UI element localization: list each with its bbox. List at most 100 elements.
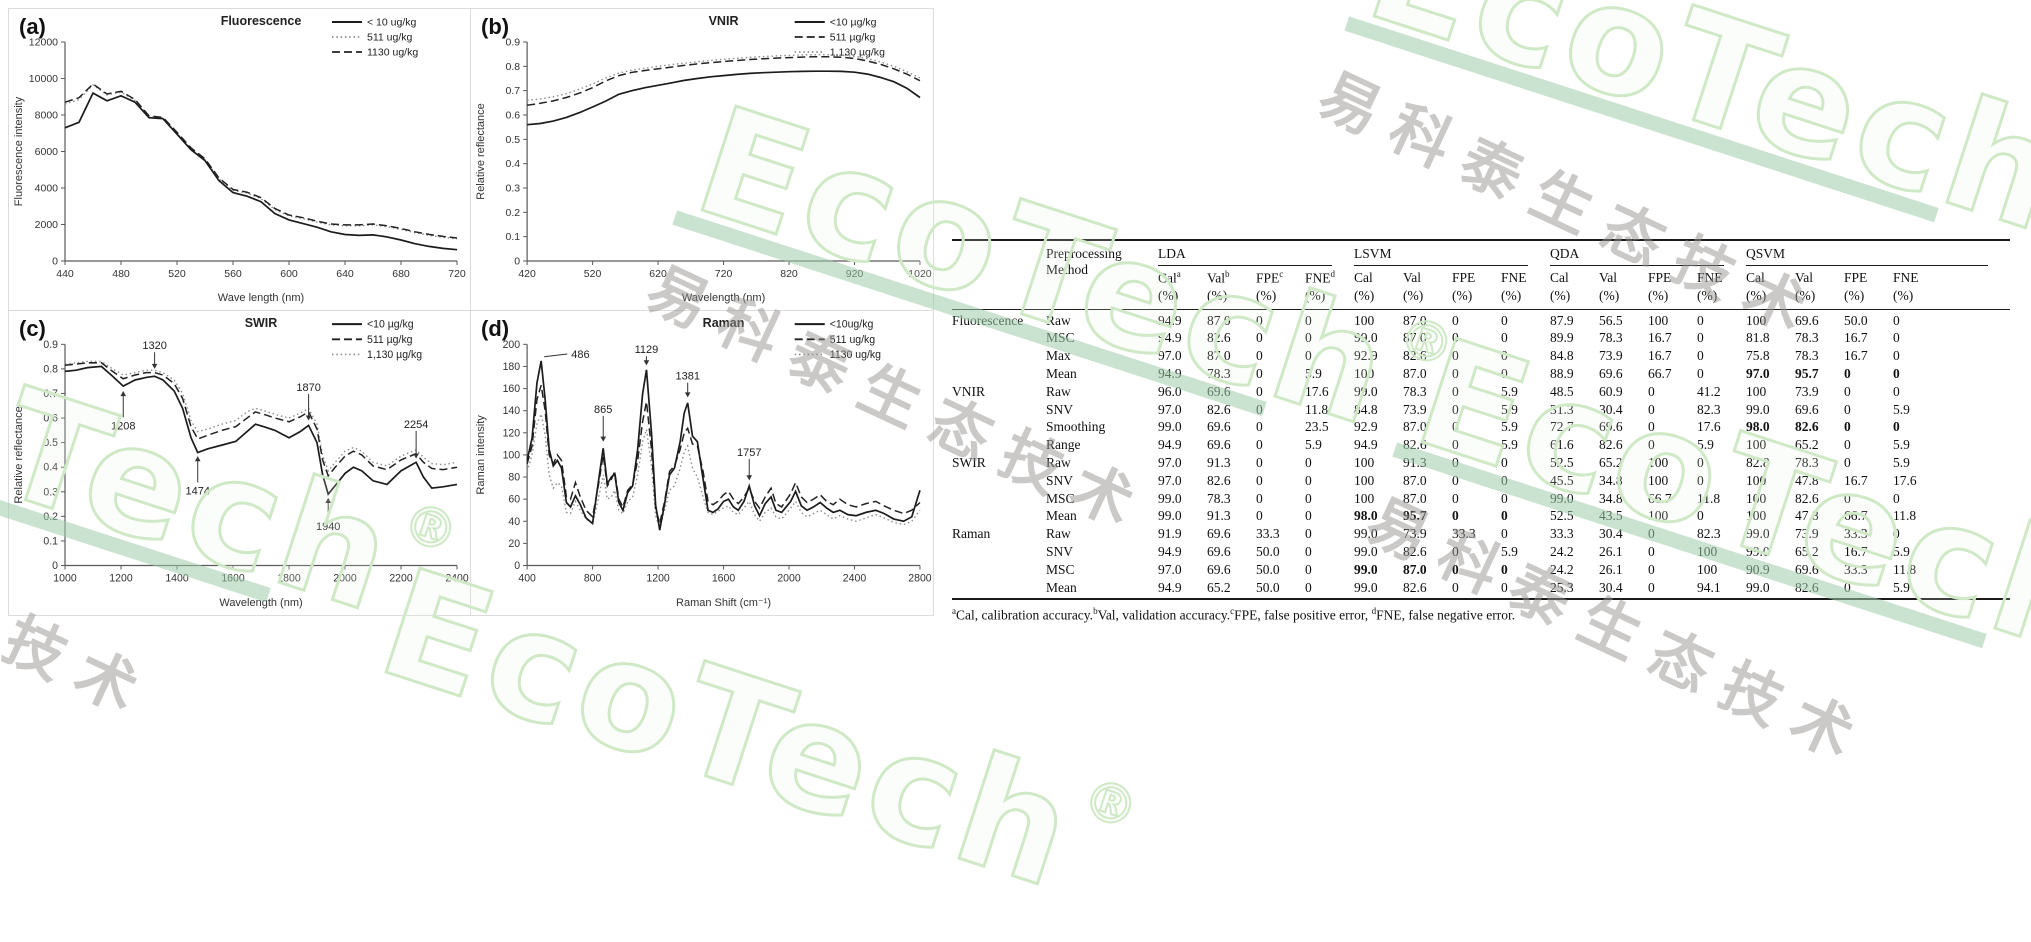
result-value: 99.0	[1158, 508, 1182, 524]
result-value: 91.3	[1207, 508, 1231, 524]
preprocessing-method-header: Preprocessing Method	[1046, 240, 1158, 310]
result-value: 5.9	[1501, 383, 1518, 399]
preprocessing-method: Raw	[1046, 312, 1071, 328]
x-tick-label: 1600	[712, 573, 736, 585]
annotation-arrowhead	[305, 415, 312, 421]
result-value: 5.9	[1893, 437, 1910, 453]
result-value: 43.5	[1599, 508, 1623, 524]
series-dotted	[64, 360, 458, 473]
table-row: Mean 94.9 65.2 50.0 0 99.0 82.6 0 0 25.3 30.4 0 94.1…	[952, 578, 2011, 601]
result-value: 0	[1844, 454, 1851, 470]
spectrum-label	[952, 365, 1046, 383]
result-value: 60.9	[1599, 383, 1623, 399]
result-value: 100	[1746, 472, 1767, 488]
result-value: 0	[1893, 330, 1900, 346]
result-value: 0	[1452, 348, 1459, 364]
result-value: 99.0	[1158, 419, 1182, 435]
result-value: 0	[1648, 561, 1655, 577]
result-value: 0	[1305, 490, 1312, 506]
column-header-qda-cal: Cal (%)	[1550, 266, 1600, 310]
result-value: 88.9	[1550, 365, 1574, 381]
result-value: 94.9	[1158, 312, 1182, 328]
annotation-line	[544, 353, 568, 358]
result-value: 50.0	[1256, 578, 1305, 601]
result-value: 81.8	[1746, 330, 1770, 346]
result-value: 100	[1746, 490, 1767, 506]
spectrum-label	[952, 472, 1046, 490]
spectrum-label: VNIR	[952, 383, 985, 399]
spectra-figure: (a) Fluorescence 0 2000 4000 6000 8000 10000 12…	[8, 8, 936, 616]
spectrum-label	[952, 507, 1046, 525]
column-header-lda-fne: FNEd (%)	[1305, 266, 1354, 310]
y-tick-label: 0.1	[505, 231, 520, 243]
legend-label: <10 µg/kg	[830, 17, 877, 29]
result-value: 100	[1354, 454, 1375, 470]
result-value: 26.1	[1599, 561, 1623, 577]
result-value: 69.6	[1207, 383, 1231, 399]
y-tick-label: 0.7	[505, 85, 520, 97]
result-value: 52.5	[1550, 454, 1574, 470]
result-value: 16.7	[1844, 348, 1868, 364]
result-value: 0	[1697, 330, 1704, 346]
x-tick-label: 2000	[333, 573, 356, 585]
annotation-arrowhead	[600, 436, 607, 442]
series-dashed	[527, 56, 921, 107]
panel-swir: (c) SWIR 0 0.1 0.2 0.3 0.4 0.5 0.6 0.7 0.8 0.9 1000…	[8, 310, 471, 616]
result-value: 11.8	[1893, 561, 1917, 577]
result-value: 0	[1501, 472, 1508, 488]
series-dotted	[526, 411, 921, 531]
result-value: 30.4	[1599, 526, 1623, 542]
column-header-qsvm-val: Val (%)	[1795, 266, 1845, 310]
result-value: 73.9	[1403, 401, 1427, 417]
annotation-label: 1208	[111, 420, 135, 432]
result-value: 0	[1648, 526, 1655, 542]
result-value: 100	[1354, 472, 1375, 488]
chart-title: VNIR	[709, 14, 739, 28]
result-value: 82.6	[1795, 490, 1819, 506]
x-tick-label: 920	[846, 268, 864, 280]
result-value: 0	[1648, 419, 1655, 435]
result-value: 84.8	[1550, 348, 1574, 364]
footnote-superscript: c	[1230, 606, 1235, 617]
preprocessing-method: Mean	[1046, 578, 1158, 601]
table-row: Max 97.0 87.0 0 0 92.9 82.6 0 0 84.8 73.9 16.7 0 75.8…	[952, 347, 2010, 365]
raman-chart: Raman 0 20 40 60 80 100 120 140 160 180 200 400 800 12…	[475, 316, 932, 609]
result-value: 0	[1305, 508, 1312, 524]
result-value: 0	[1844, 437, 1851, 453]
result-value: 0	[1256, 419, 1263, 435]
y-tick-label: 2000	[35, 219, 59, 231]
table-row: MSC 94.9 82.6 0 0 99.0 87.0 0 0 89.9 78.3 16.7 0 81.8…	[952, 329, 2010, 347]
result-value: 0	[1893, 348, 1900, 364]
result-value: 23.5	[1305, 419, 1329, 435]
panel-fluorescence: (a) Fluorescence 0 2000 4000 6000 8000 10000 12…	[8, 8, 471, 311]
column-header-lsvm-fpe: FPE (%)	[1452, 266, 1501, 310]
result-value: 0	[1256, 401, 1263, 417]
result-value: 0	[1256, 348, 1263, 364]
table-row: Mean 94.9 78.3 0 5.9 100 87.0 0 0 88.9 69.6 66.7 0 97…	[952, 365, 2010, 383]
result-value: 0	[1501, 561, 1508, 577]
spectrum-label	[952, 561, 1046, 579]
result-value: 100	[1697, 543, 1718, 559]
result-value: 0	[1844, 365, 1851, 381]
annotation-arrowhead	[684, 392, 691, 398]
result-value: 0	[1893, 490, 1900, 506]
result-value: 82.6	[1403, 437, 1427, 453]
result-value: 0	[1305, 472, 1312, 488]
results-table-block: Preprocessing Method LDA LSVM QDA QSVM Cala (%)…	[952, 239, 2012, 624]
result-value: 0	[1648, 383, 1655, 399]
legend-label: < 10 ug/kg	[367, 17, 416, 29]
result-value: 0	[1893, 383, 1900, 399]
swir-chart: SWIR 0 0.1 0.2 0.3 0.4 0.5 0.6 0.7 0.8 0.9 1000 1200…	[13, 316, 469, 609]
result-value: 78.3	[1207, 490, 1231, 506]
result-value: 69.6	[1599, 419, 1623, 435]
result-value: 0	[1305, 543, 1312, 559]
result-value: 0	[1452, 578, 1501, 601]
y-tick-label: 100	[503, 449, 521, 461]
result-value: 87.0	[1403, 312, 1427, 328]
table-row: SNV 97.0 82.6 0 11.8 84.8 73.9 0 5.9 31.3 30.4 0 82.…	[952, 401, 2010, 419]
result-value: 0	[1501, 508, 1508, 524]
result-value: 92.9	[1354, 348, 1378, 364]
column-header-qsvm-fne: FNE (%)	[1893, 266, 2011, 310]
panel-vnir: (b) VNIR 0 0.1 0.2 0.3 0.4 0.5 0.6 0.7 0.8 0.9 420 5…	[470, 8, 934, 311]
result-value: 50.0	[1256, 543, 1280, 559]
